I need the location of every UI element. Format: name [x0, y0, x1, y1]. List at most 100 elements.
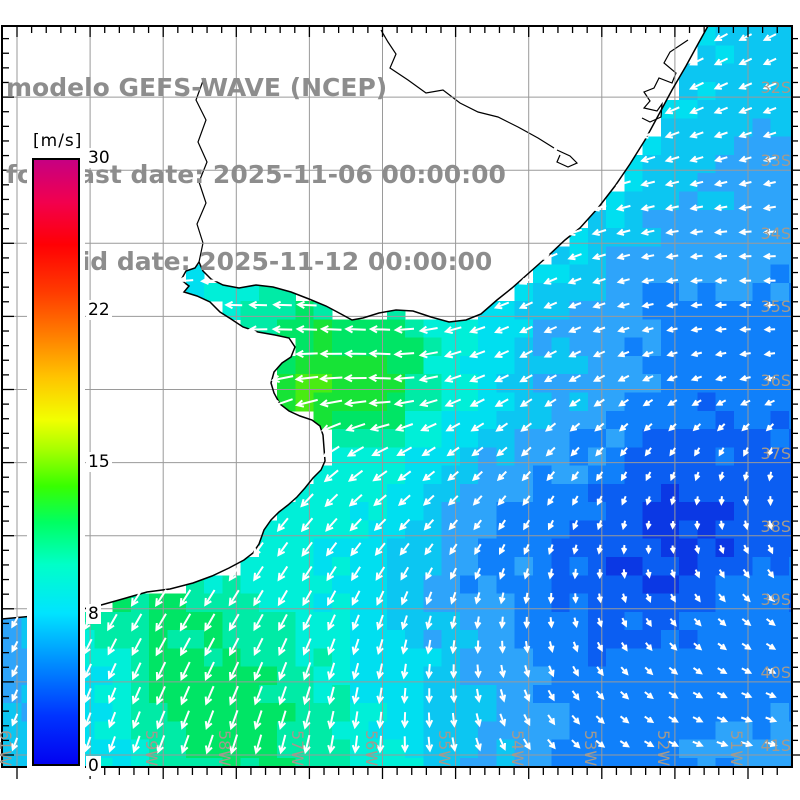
- wind-arrow: [669, 569, 676, 579]
- wind-arrow: [567, 277, 582, 285]
- wind-arrow: [448, 519, 459, 531]
- wind-arrow: [393, 325, 415, 334]
- latitude-label: 41S: [760, 736, 791, 755]
- wind-arrow: [229, 661, 240, 681]
- sea-cell: [587, 684, 607, 704]
- colorbar: [m/s]: [27, 129, 85, 775]
- river-line: [380, 29, 555, 149]
- wind-arrow: [498, 737, 506, 751]
- wind-arrow: [694, 447, 701, 457]
- wind-arrow: [11, 737, 19, 752]
- wind-arrow: [374, 542, 386, 556]
- wind-arrow: [253, 542, 264, 557]
- sea-cell: [532, 355, 552, 375]
- sea-cell: [551, 593, 571, 613]
- sea-cell: [514, 648, 534, 668]
- sea-cell: [624, 703, 644, 722]
- sea-cell: [405, 556, 424, 576]
- sea-cell: [405, 520, 424, 540]
- sea-cell: [94, 721, 114, 741]
- wind-arrow: [644, 447, 652, 457]
- sea-cell: [441, 630, 461, 649]
- wind-arrow: [617, 350, 630, 358]
- sea-cell: [606, 319, 625, 339]
- sea-cell: [112, 684, 132, 704]
- sea-cell: [167, 739, 187, 759]
- wind-arrow: [180, 637, 191, 657]
- sea-cell: [386, 374, 406, 393]
- wind-arrow: [645, 545, 652, 555]
- sea-cell: [679, 355, 698, 375]
- wind-arrow: [372, 470, 388, 482]
- wind-arrow: [592, 350, 606, 358]
- sea-cell: [423, 721, 443, 741]
- sea-cell: [368, 483, 388, 503]
- sea-cell: [770, 173, 790, 192]
- sea-cell: [112, 703, 132, 722]
- wind-arrow: [450, 567, 457, 580]
- sea-cell: [697, 684, 717, 704]
- sea-cell: [715, 63, 735, 83]
- wind-arrow: [765, 667, 777, 674]
- sea-cell: [697, 483, 717, 503]
- sea-cell: [149, 703, 168, 722]
- sea-cell: [496, 483, 516, 503]
- wind-arrow: [742, 471, 750, 482]
- sea-cell: [679, 575, 698, 595]
- sea-cell: [679, 758, 698, 766]
- sea-cell: [514, 282, 534, 302]
- sea-cell: [679, 593, 698, 613]
- wind-arrow: [343, 374, 367, 383]
- sea-cell: [697, 374, 717, 393]
- sea-cell: [697, 721, 717, 741]
- sea-cell: [532, 648, 552, 668]
- wind-arrow: [668, 423, 677, 432]
- sea-cell: [715, 630, 735, 649]
- sea-cell: [770, 209, 790, 229]
- sea-cell: [770, 721, 790, 741]
- wind-arrow: [155, 613, 167, 632]
- wind-arrow: [713, 131, 728, 139]
- sea-cell: [222, 703, 242, 722]
- sea-cell: [423, 483, 443, 503]
- wind-arrow: [422, 470, 436, 482]
- sea-cell: [715, 27, 735, 46]
- wind-arrow: [424, 543, 434, 556]
- sea-cell: [496, 429, 516, 448]
- wind-arrow: [620, 666, 629, 676]
- wind-arrow: [253, 710, 263, 731]
- wind-arrow: [596, 520, 603, 531]
- wind-arrow: [568, 374, 581, 382]
- wind-arrow: [621, 593, 628, 604]
- latitude-label: 36S: [760, 370, 791, 390]
- sea-cell: [660, 758, 680, 766]
- wind-arrow: [371, 446, 389, 457]
- sea-cell: [514, 575, 534, 595]
- wind-arrow: [767, 544, 774, 555]
- wind-arrow: [621, 617, 628, 628]
- sea-cell: [532, 611, 552, 631]
- latitude-label: 33S: [760, 151, 791, 171]
- wind-arrow: [547, 738, 556, 750]
- wind-arrow: [471, 446, 484, 457]
- wind-arrow: [519, 350, 533, 358]
- sea-cell: [624, 520, 644, 540]
- sea-cell: [350, 758, 369, 766]
- wind-arrow: [765, 423, 775, 432]
- sea-cell: [752, 337, 772, 357]
- sea-cell: [788, 392, 791, 412]
- sea-cell: [624, 593, 644, 613]
- sea-cell: [770, 319, 790, 339]
- sea-cell: [331, 758, 351, 766]
- wind-arrow: [572, 568, 579, 580]
- sea-cell: [386, 429, 406, 448]
- sea-cell: [715, 703, 735, 722]
- wind-arrow: [571, 739, 581, 749]
- wind-arrow: [767, 471, 774, 482]
- wind-arrow: [443, 350, 462, 359]
- sea-cell: [788, 191, 791, 211]
- sea-cell: [715, 666, 735, 686]
- sea-cell: [697, 520, 717, 540]
- wind-arrow: [278, 637, 288, 656]
- sea-cell: [624, 301, 644, 320]
